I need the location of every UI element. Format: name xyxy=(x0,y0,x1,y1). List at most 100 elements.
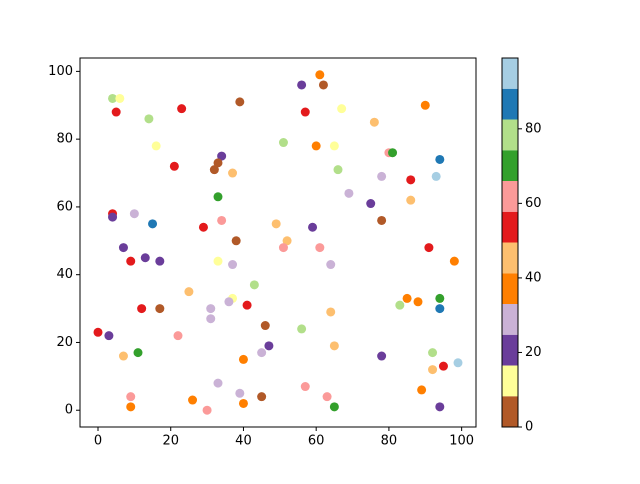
point xyxy=(326,260,336,270)
colorbar-band xyxy=(502,58,518,89)
point xyxy=(417,385,427,395)
point xyxy=(118,351,128,361)
point xyxy=(202,405,212,415)
colorbar-frame xyxy=(501,57,519,428)
point xyxy=(278,138,288,148)
point xyxy=(93,327,103,337)
point xyxy=(435,293,445,303)
colorbar-band xyxy=(502,304,518,335)
point xyxy=(173,331,183,341)
point xyxy=(264,341,274,351)
point xyxy=(151,141,161,151)
point xyxy=(213,158,223,168)
point xyxy=(126,256,136,266)
colorbar-band xyxy=(502,396,518,427)
point xyxy=(169,161,179,171)
point xyxy=(238,354,248,364)
point xyxy=(198,222,208,232)
point xyxy=(278,243,288,253)
point xyxy=(377,351,387,361)
point xyxy=(213,378,223,388)
point xyxy=(329,341,339,351)
point xyxy=(238,398,248,408)
plot-frame xyxy=(79,57,477,428)
point xyxy=(315,70,325,80)
point xyxy=(329,402,339,412)
x-tick-label: 20 xyxy=(162,434,179,449)
point xyxy=(431,171,441,181)
point xyxy=(428,348,438,358)
point xyxy=(300,107,310,117)
point xyxy=(271,219,281,229)
point xyxy=(206,314,216,324)
point xyxy=(249,280,259,290)
colorbar-band xyxy=(502,242,518,274)
point xyxy=(297,80,307,90)
y-tick-label: 100 xyxy=(48,64,73,79)
point xyxy=(377,215,387,225)
point xyxy=(413,297,423,307)
colorbar-band xyxy=(502,119,518,151)
colorbar-band xyxy=(502,181,518,212)
point xyxy=(155,256,165,266)
colorbar-band xyxy=(502,273,518,304)
point xyxy=(435,304,445,314)
point xyxy=(257,392,267,402)
point xyxy=(115,93,125,103)
point xyxy=(424,243,434,253)
point xyxy=(126,402,136,412)
y-tick-label: 80 xyxy=(56,132,73,147)
point xyxy=(322,392,332,402)
point xyxy=(209,165,219,175)
point xyxy=(231,236,241,246)
y-tick-label: 0 xyxy=(65,403,73,418)
y-tick-label: 60 xyxy=(56,199,73,214)
colorbar-tick-label: 20 xyxy=(525,345,542,360)
point xyxy=(126,392,136,402)
point xyxy=(206,304,216,314)
point xyxy=(217,215,227,225)
point xyxy=(329,141,339,151)
point xyxy=(308,222,318,232)
point xyxy=(213,192,223,202)
point xyxy=(406,195,416,205)
point xyxy=(184,287,194,297)
point xyxy=(235,97,245,107)
point xyxy=(315,243,325,253)
point xyxy=(326,307,336,317)
point xyxy=(217,151,227,161)
x-tick-label: 40 xyxy=(235,434,252,449)
colorbar-band xyxy=(502,211,518,243)
y-tick-label: 40 xyxy=(56,267,73,282)
point xyxy=(311,141,321,151)
point xyxy=(260,321,270,331)
point xyxy=(388,148,398,158)
point xyxy=(344,188,354,198)
colorbar-band xyxy=(502,334,518,366)
point xyxy=(224,297,234,307)
colorbar-tick-label: 0 xyxy=(525,420,533,435)
point xyxy=(438,361,448,371)
point xyxy=(318,80,328,90)
point xyxy=(228,260,238,270)
point xyxy=(155,304,165,314)
colorbar-band xyxy=(502,365,518,397)
point xyxy=(137,304,147,314)
colorbar-band xyxy=(502,150,518,181)
x-tick-label: 80 xyxy=(381,434,398,449)
point xyxy=(297,324,307,334)
point xyxy=(366,199,376,209)
point xyxy=(177,104,187,114)
x-tick-label: 100 xyxy=(449,434,474,449)
point xyxy=(282,236,292,246)
point xyxy=(104,331,114,341)
point xyxy=(213,256,223,266)
point xyxy=(435,402,445,412)
point xyxy=(369,117,379,127)
point xyxy=(420,100,430,110)
colorbar-tick-label: 40 xyxy=(525,270,542,285)
x-tick-label: 0 xyxy=(94,434,102,449)
colorbar-tick-label: 60 xyxy=(525,196,542,211)
point xyxy=(108,93,118,103)
point xyxy=(257,348,267,358)
